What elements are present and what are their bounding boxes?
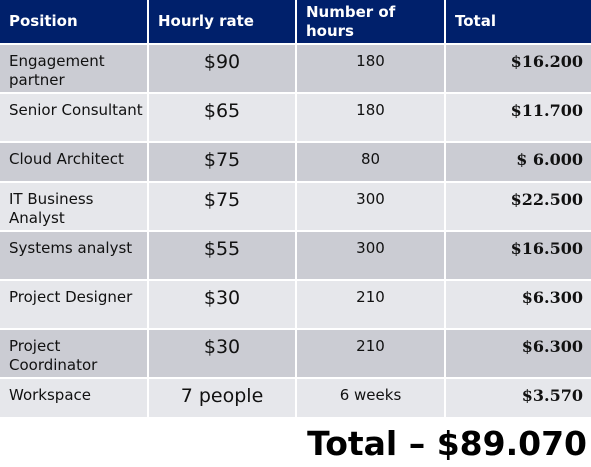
header-hourly-rate: Hourly rate bbox=[148, 0, 297, 45]
hours-cell: 6 weeks bbox=[296, 378, 446, 419]
position-cell: Project Designer bbox=[0, 280, 149, 330]
header-total: Total bbox=[445, 0, 591, 45]
rate-cell: $30 bbox=[148, 280, 297, 330]
table-row: Workspace 7 people 6 weeks $3.570 bbox=[0, 378, 591, 419]
cost-table: Position Hourly rate Number of hours Tot… bbox=[0, 0, 591, 419]
total-cell: $6.300 bbox=[445, 280, 591, 330]
grand-total: Total – $89.070 bbox=[307, 424, 587, 463]
total-cell: $22.500 bbox=[445, 182, 591, 232]
header-position: Position bbox=[0, 0, 149, 45]
rate-cell: $30 bbox=[148, 329, 297, 379]
table-row: Project Designer $30 210 $6.300 bbox=[0, 280, 591, 330]
header-row: Position Hourly rate Number of hours Tot… bbox=[0, 0, 591, 45]
table-row: Project Coordinator $30 210 $6.300 bbox=[0, 329, 591, 379]
hours-cell: 180 bbox=[296, 93, 446, 143]
position-cell: Engagement partner bbox=[0, 44, 149, 94]
table-row: Cloud Architect $75 80 $ 6.000 bbox=[0, 142, 591, 183]
position-cell: Cloud Architect bbox=[0, 142, 149, 183]
total-cell: $16.500 bbox=[445, 231, 591, 281]
position-cell: Project Coordinator bbox=[0, 329, 149, 379]
hours-cell: 300 bbox=[296, 231, 446, 281]
total-cell: $3.570 bbox=[445, 378, 591, 419]
position-cell: Senior Consultant bbox=[0, 93, 149, 143]
hours-cell: 180 bbox=[296, 44, 446, 94]
header-number-of-hours: Number of hours bbox=[296, 0, 446, 45]
hours-cell: 210 bbox=[296, 280, 446, 330]
total-cell: $6.300 bbox=[445, 329, 591, 379]
rate-cell: $90 bbox=[148, 44, 297, 94]
rate-cell: $65 bbox=[148, 93, 297, 143]
hours-cell: 300 bbox=[296, 182, 446, 232]
total-cell: $ 6.000 bbox=[445, 142, 591, 183]
rate-cell: $55 bbox=[148, 231, 297, 281]
table-row: Engagement partner $90 180 $16.200 bbox=[0, 44, 591, 94]
total-cell: $16.200 bbox=[445, 44, 591, 94]
rate-cell: 7 people bbox=[148, 378, 297, 419]
position-cell: IT Business Analyst bbox=[0, 182, 149, 232]
position-cell: Systems analyst bbox=[0, 231, 149, 281]
table-row: Senior Consultant $65 180 $11.700 bbox=[0, 93, 591, 143]
table-row: Systems analyst $55 300 $16.500 bbox=[0, 231, 591, 281]
hours-cell: 80 bbox=[296, 142, 446, 183]
rate-cell: $75 bbox=[148, 182, 297, 232]
position-cell: Workspace bbox=[0, 378, 149, 419]
rate-cell: $75 bbox=[148, 142, 297, 183]
table-row: IT Business Analyst $75 300 $22.500 bbox=[0, 182, 591, 232]
total-cell: $11.700 bbox=[445, 93, 591, 143]
hours-cell: 210 bbox=[296, 329, 446, 379]
